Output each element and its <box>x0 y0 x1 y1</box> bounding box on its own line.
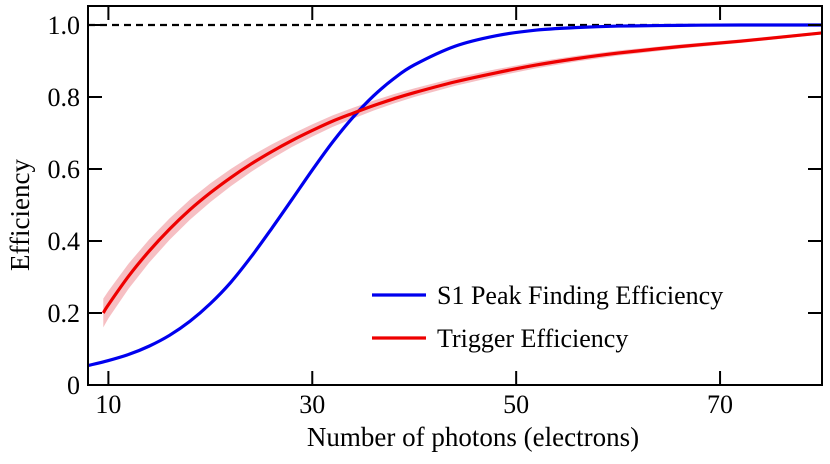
axis-ticks <box>88 6 822 386</box>
y-tick-label: 0 <box>67 371 80 400</box>
s1-peak-finding-legend-label: S1 Peak Finding Efficiency <box>437 281 723 310</box>
y-tick-label: 0.4 <box>48 227 81 256</box>
plot-area <box>88 23 822 368</box>
x-axis-title: Number of photons (electrons) <box>307 422 639 452</box>
s1-peak-finding-series-line <box>88 23 822 368</box>
tick-labels: 10 30 50 70 0 0.2 0.4 0.6 0.8 1.0 <box>48 11 734 419</box>
x-tick-label: 50 <box>503 390 529 419</box>
trigger-series-line <box>101 31 822 314</box>
y-tick-label: 0.6 <box>48 155 81 184</box>
y-axis-title: Efficiency <box>5 159 35 271</box>
x-tick-label: 10 <box>95 390 121 419</box>
x-tick-label: 30 <box>299 390 325 419</box>
legend: S1 Peak Finding Efficiency Trigger Effici… <box>372 281 723 353</box>
plot-frame <box>87 5 823 386</box>
y-tick-label: 0.2 <box>48 299 81 328</box>
axes-frame <box>87 5 823 386</box>
trigger-legend-label: Trigger Efficiency <box>437 324 628 353</box>
y-tick-label: 0.8 <box>48 83 81 112</box>
x-tick-label: 70 <box>707 390 733 419</box>
plot-clip-group <box>88 23 822 368</box>
y-tick-label: 1.0 <box>48 11 81 40</box>
